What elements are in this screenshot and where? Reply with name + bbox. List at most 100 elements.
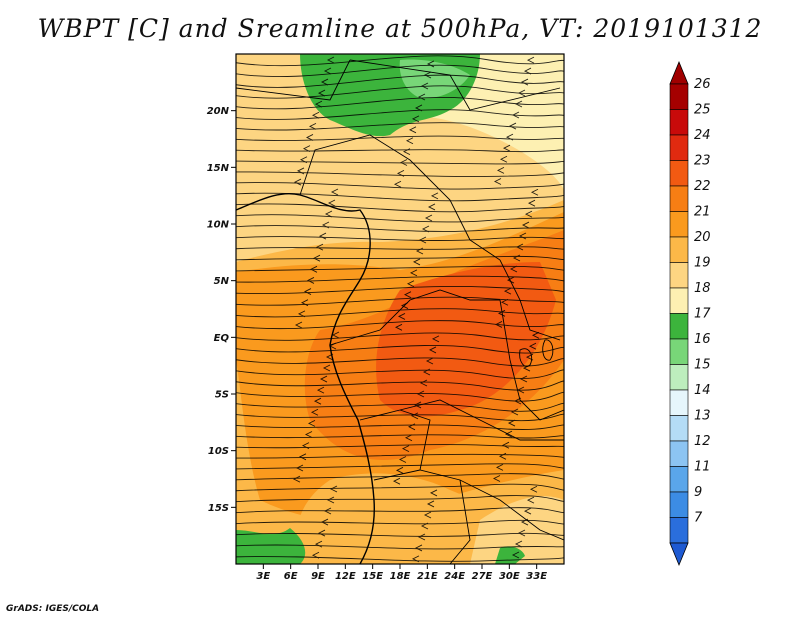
streamline-arrow <box>517 89 526 97</box>
streamline-arrow <box>496 166 505 174</box>
colorbar-label: 9 <box>694 485 702 500</box>
lon-tick-label: 24E <box>444 571 465 582</box>
streamline-arrow <box>428 346 437 354</box>
streamline-arrow <box>511 551 520 559</box>
streamline <box>236 64 564 78</box>
lat-tick-label: 20N <box>207 106 230 117</box>
colorbar-label: 25 <box>694 103 711 118</box>
streamline-arrow <box>528 342 537 350</box>
colorbar-label: 7 <box>694 511 703 526</box>
colorbar-label: 22 <box>694 179 711 194</box>
streamline <box>236 556 564 562</box>
streamline-arrow <box>511 111 520 119</box>
streamline <box>236 424 564 430</box>
lat-tick-label: 10N <box>207 220 230 231</box>
streamline-arrow <box>418 236 427 244</box>
streamline-arrow <box>407 423 416 431</box>
streamline-arrow <box>523 67 532 75</box>
streamline-arrow <box>312 254 321 262</box>
streamline-arrow <box>431 335 440 343</box>
colorbar-label: 20 <box>694 230 711 245</box>
streamline-arrow <box>523 507 532 515</box>
streamline-arrow <box>423 71 432 79</box>
lon-tick-label: 6E <box>284 571 298 582</box>
streamline <box>236 74 564 88</box>
streamline <box>236 135 564 141</box>
colorbar-label: 15 <box>694 358 711 373</box>
streamline-arrow <box>500 298 509 306</box>
streamline <box>236 308 564 318</box>
streamline-arrow <box>512 254 521 262</box>
streamline-arrow <box>296 167 305 175</box>
lon-tick-label: 27E <box>472 571 493 582</box>
lat-tick-label: 15S <box>208 503 229 514</box>
streamline-arrow <box>326 496 335 504</box>
colorbar-label: 24 <box>694 128 711 143</box>
colorbar-label: 11 <box>694 460 711 475</box>
colorbar-swatch <box>669 364 689 391</box>
streamline-arrow <box>515 243 524 251</box>
streamline <box>236 507 564 514</box>
streamline-arrow <box>415 247 424 255</box>
colorbar-swatch <box>669 160 689 187</box>
streamline-arrow <box>313 397 322 405</box>
streamline-arrow <box>413 401 422 409</box>
streamline-arrow <box>521 221 530 229</box>
streamline <box>236 265 564 272</box>
streamline-arrow <box>504 430 513 438</box>
streamline-arrow <box>302 145 311 153</box>
lat-tick-label: EQ <box>214 333 230 344</box>
streamline <box>236 171 564 177</box>
shaded-field <box>236 54 564 564</box>
streamline-arrow <box>417 93 426 101</box>
lon-tick-label: 33E <box>526 571 547 582</box>
streamline-arrow <box>526 496 535 504</box>
streamline-arrow <box>327 199 336 207</box>
streamline <box>236 246 564 250</box>
streamline-arrow <box>307 419 316 427</box>
colorbar-label: 26 <box>694 77 711 92</box>
colorbar-label: 12 <box>694 434 711 449</box>
streamline-arrow <box>308 122 317 130</box>
streamline-arrow <box>426 500 435 508</box>
streamline-arrow <box>305 134 314 141</box>
streamline-arrow <box>510 408 519 416</box>
colorbar-label: 17 <box>694 307 711 322</box>
streamline-arrow <box>331 331 340 339</box>
streamline-arrow <box>421 225 430 233</box>
streamline-arrow <box>520 78 529 86</box>
streamline-arrow <box>317 529 326 537</box>
lon-tick-label: 15E <box>362 571 383 582</box>
streamline <box>236 285 564 295</box>
streamline-arrow <box>425 357 434 365</box>
streamline-arrow <box>329 485 338 493</box>
lon-tick-label: 18E <box>390 571 411 582</box>
streamline-arrow <box>330 188 339 196</box>
colorbar-label: 18 <box>694 281 711 296</box>
colorbar-top-arrow <box>669 60 689 85</box>
lat-tick-label: 5N <box>214 276 230 287</box>
streamline-arrow <box>394 323 403 331</box>
streamline-arrow <box>495 463 504 471</box>
latitude-axis: 20N 15N 10N 5N EQ 5S 10S 15S <box>207 106 236 514</box>
streamline-arrow <box>408 126 417 134</box>
streamline <box>236 122 564 131</box>
streamline-arrow <box>416 390 425 398</box>
streamline-arrow <box>316 386 325 394</box>
streamline-arrow <box>306 277 315 284</box>
streamline <box>236 332 564 341</box>
streamline-arrow <box>309 265 318 273</box>
streamline-arrow <box>411 555 420 563</box>
colorbar-label: 16 <box>694 332 711 347</box>
streamline-arrow <box>405 137 414 145</box>
streamline-arrow <box>498 452 507 460</box>
streamline-arrow <box>393 180 402 188</box>
map-title: WBPT [C] and Sreamline at 500hPa, VT: 20… <box>37 14 763 43</box>
colorbar-swatch <box>669 236 689 263</box>
streamline <box>236 214 564 223</box>
streamline-arrow <box>300 299 309 307</box>
streamline-arrow <box>409 269 418 277</box>
streamlines <box>236 55 564 563</box>
streamline-arrow <box>320 78 329 86</box>
